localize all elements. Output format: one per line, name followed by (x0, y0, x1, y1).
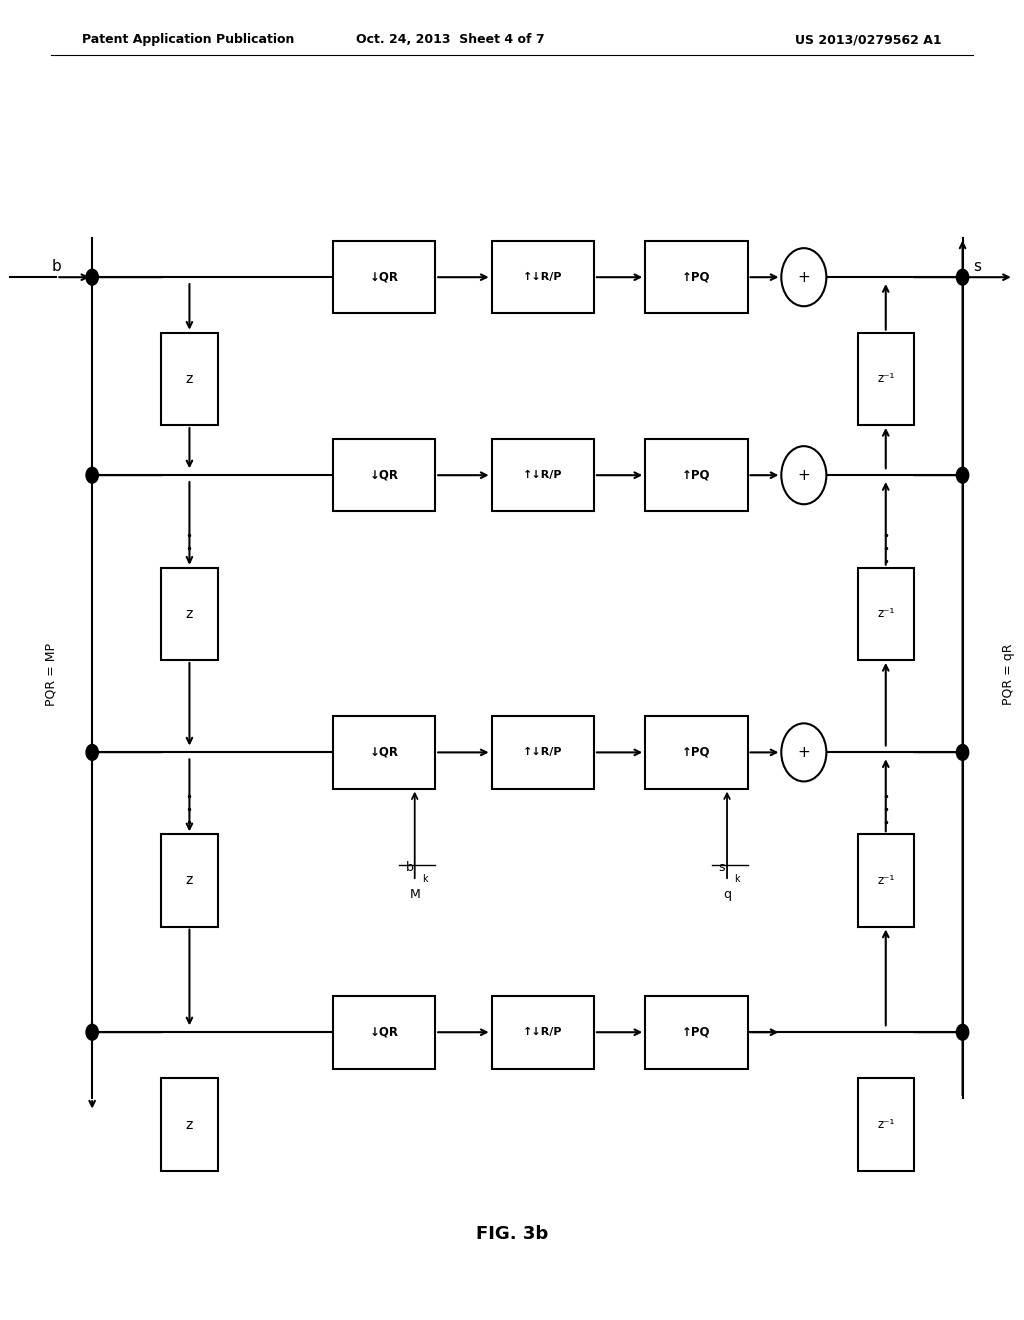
FancyBboxPatch shape (492, 438, 594, 511)
FancyBboxPatch shape (858, 1078, 914, 1171)
Circle shape (956, 467, 969, 483)
Text: k: k (422, 875, 428, 884)
FancyBboxPatch shape (162, 834, 217, 927)
FancyBboxPatch shape (333, 438, 435, 511)
Text: ↓QR: ↓QR (370, 746, 398, 759)
Text: US 2013/0279562 A1: US 2013/0279562 A1 (796, 33, 942, 46)
Text: ↑↓R/P: ↑↓R/P (523, 1027, 562, 1038)
Text: s: s (719, 862, 725, 874)
Text: z: z (185, 607, 194, 620)
Circle shape (781, 446, 826, 504)
FancyBboxPatch shape (333, 995, 435, 1069)
Text: ↓QR: ↓QR (370, 469, 398, 482)
FancyBboxPatch shape (492, 240, 594, 313)
Text: z: z (185, 372, 194, 385)
FancyBboxPatch shape (645, 715, 748, 789)
FancyBboxPatch shape (162, 568, 217, 660)
Text: ↑PQ: ↑PQ (682, 271, 711, 284)
Text: ↑↓R/P: ↑↓R/P (523, 470, 562, 480)
Circle shape (86, 269, 98, 285)
Text: s: s (973, 259, 981, 275)
Circle shape (956, 1024, 969, 1040)
Text: z: z (185, 1118, 194, 1131)
Text: +: + (798, 467, 810, 483)
FancyBboxPatch shape (645, 995, 748, 1069)
Text: z⁻¹: z⁻¹ (878, 372, 894, 385)
Text: PQR = MP: PQR = MP (45, 643, 57, 706)
Text: ↓QR: ↓QR (370, 271, 398, 284)
Text: z: z (185, 874, 194, 887)
Text: ↑PQ: ↑PQ (682, 469, 711, 482)
FancyBboxPatch shape (333, 240, 435, 313)
Circle shape (956, 744, 969, 760)
Text: ↑↓R/P: ↑↓R/P (523, 272, 562, 282)
Circle shape (86, 467, 98, 483)
Text: ↓QR: ↓QR (370, 1026, 398, 1039)
FancyBboxPatch shape (333, 715, 435, 789)
Text: +: + (798, 744, 810, 760)
Text: ↑PQ: ↑PQ (682, 1026, 711, 1039)
Text: b: b (406, 862, 414, 874)
FancyBboxPatch shape (858, 568, 914, 660)
Text: z⁻¹: z⁻¹ (878, 874, 894, 887)
Text: M: M (410, 888, 420, 900)
FancyBboxPatch shape (162, 333, 217, 425)
Text: PQR = qR: PQR = qR (1002, 644, 1015, 705)
Circle shape (956, 269, 969, 285)
Text: k: k (734, 875, 740, 884)
FancyBboxPatch shape (645, 438, 748, 511)
Circle shape (86, 1024, 98, 1040)
FancyBboxPatch shape (645, 240, 748, 313)
Circle shape (781, 248, 826, 306)
Text: q: q (723, 888, 731, 900)
Text: z⁻¹: z⁻¹ (878, 1118, 894, 1131)
Text: ↑↓R/P: ↑↓R/P (523, 747, 562, 758)
Text: FIG. 3b: FIG. 3b (476, 1225, 548, 1243)
FancyBboxPatch shape (162, 1078, 217, 1171)
Circle shape (781, 723, 826, 781)
FancyBboxPatch shape (492, 715, 594, 789)
Text: ↑PQ: ↑PQ (682, 746, 711, 759)
FancyBboxPatch shape (492, 995, 594, 1069)
Text: +: + (798, 269, 810, 285)
Text: b: b (51, 259, 61, 275)
Circle shape (86, 744, 98, 760)
FancyBboxPatch shape (858, 333, 914, 425)
Text: z⁻¹: z⁻¹ (878, 607, 894, 620)
Text: Oct. 24, 2013  Sheet 4 of 7: Oct. 24, 2013 Sheet 4 of 7 (356, 33, 545, 46)
Text: Patent Application Publication: Patent Application Publication (82, 33, 294, 46)
FancyBboxPatch shape (858, 834, 914, 927)
